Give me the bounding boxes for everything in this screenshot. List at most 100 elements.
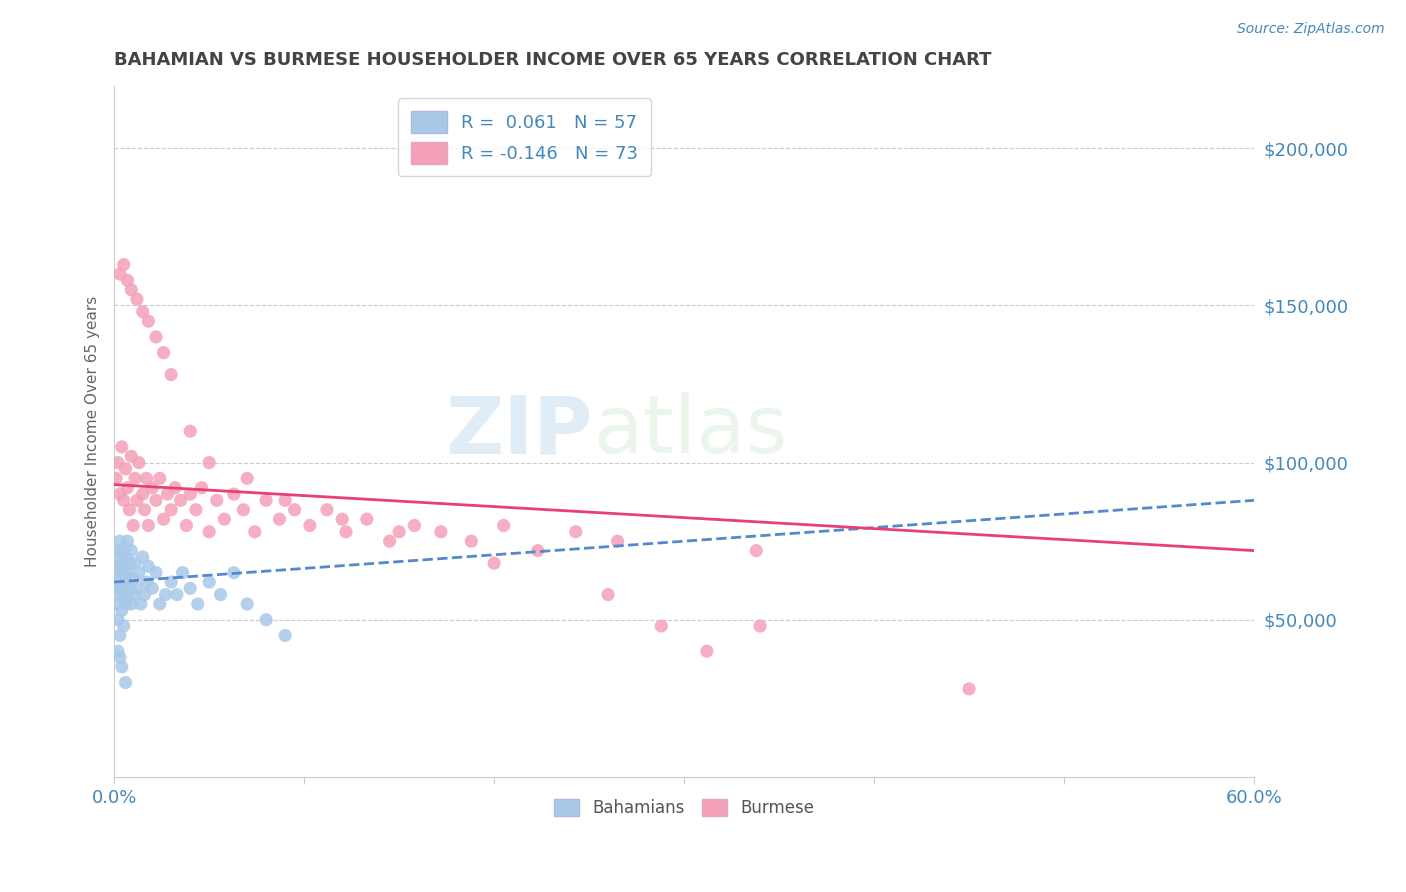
Point <box>105 566 128 580</box>
Point <box>166 588 188 602</box>
Point <box>111 660 134 674</box>
Point <box>125 582 148 596</box>
Point <box>179 424 201 438</box>
Point <box>112 258 135 272</box>
Point <box>149 597 172 611</box>
Point <box>160 368 183 382</box>
Point <box>124 556 146 570</box>
Point <box>108 572 131 586</box>
Point <box>460 534 482 549</box>
Point <box>274 493 297 508</box>
Point <box>745 543 768 558</box>
Point <box>112 619 135 633</box>
Point <box>122 572 145 586</box>
Point <box>118 556 141 570</box>
Point <box>107 456 129 470</box>
Point <box>108 487 131 501</box>
Point <box>172 566 194 580</box>
Point <box>107 588 129 602</box>
Point <box>222 487 245 501</box>
Point <box>145 330 167 344</box>
Point <box>198 524 221 539</box>
Point <box>155 588 177 602</box>
Point <box>243 524 266 539</box>
Point <box>141 582 163 596</box>
Point <box>430 524 453 539</box>
Point <box>269 512 291 526</box>
Point <box>749 619 772 633</box>
Point <box>356 512 378 526</box>
Point <box>134 588 156 602</box>
Point <box>606 534 628 549</box>
Point <box>108 650 131 665</box>
Point <box>179 582 201 596</box>
Point <box>114 575 136 590</box>
Point <box>114 462 136 476</box>
Text: atlas: atlas <box>593 392 787 470</box>
Point <box>176 518 198 533</box>
Point <box>120 283 142 297</box>
Point <box>254 493 277 508</box>
Point <box>138 314 160 328</box>
Point <box>117 273 139 287</box>
Point <box>138 559 160 574</box>
Point <box>222 566 245 580</box>
Point <box>152 512 174 526</box>
Point <box>117 481 139 495</box>
Point <box>160 502 183 516</box>
Point <box>118 502 141 516</box>
Point <box>145 493 167 508</box>
Point <box>105 582 128 596</box>
Point <box>198 575 221 590</box>
Point <box>205 493 228 508</box>
Point <box>105 471 128 485</box>
Point <box>120 597 142 611</box>
Point <box>236 597 259 611</box>
Point <box>117 566 139 580</box>
Point <box>330 512 353 526</box>
Point <box>111 582 134 596</box>
Point <box>125 292 148 306</box>
Point <box>117 591 139 605</box>
Point <box>957 681 980 696</box>
Text: Source: ZipAtlas.com: Source: ZipAtlas.com <box>1237 22 1385 37</box>
Point <box>124 471 146 485</box>
Text: ZIP: ZIP <box>446 392 593 470</box>
Point <box>335 524 357 539</box>
Point <box>107 613 129 627</box>
Text: BAHAMIAN VS BURMESE HOUSEHOLDER INCOME OVER 65 YEARS CORRELATION CHART: BAHAMIAN VS BURMESE HOUSEHOLDER INCOME O… <box>114 51 991 69</box>
Point <box>135 471 157 485</box>
Point <box>118 582 141 596</box>
Point <box>134 502 156 516</box>
Point <box>128 566 150 580</box>
Point <box>131 487 153 501</box>
Point <box>316 502 339 516</box>
Point <box>111 603 134 617</box>
Point <box>152 345 174 359</box>
Point <box>565 524 588 539</box>
Point <box>114 675 136 690</box>
Point <box>388 524 411 539</box>
Point <box>378 534 401 549</box>
Point <box>105 597 128 611</box>
Point <box>112 566 135 580</box>
Point <box>114 549 136 564</box>
Point <box>129 597 152 611</box>
Point <box>284 502 307 516</box>
Point <box>214 512 236 526</box>
Point <box>160 575 183 590</box>
Legend: Bahamians, Burmese: Bahamians, Burmese <box>547 792 821 824</box>
Point <box>184 502 207 516</box>
Point <box>120 450 142 464</box>
Point <box>131 549 153 564</box>
Point <box>163 481 186 495</box>
Point <box>131 305 153 319</box>
Point <box>236 471 259 485</box>
Point <box>232 502 254 516</box>
Point <box>187 597 209 611</box>
Point <box>170 493 193 508</box>
Point <box>527 543 550 558</box>
Point <box>135 575 157 590</box>
Point <box>112 588 135 602</box>
Point <box>128 456 150 470</box>
